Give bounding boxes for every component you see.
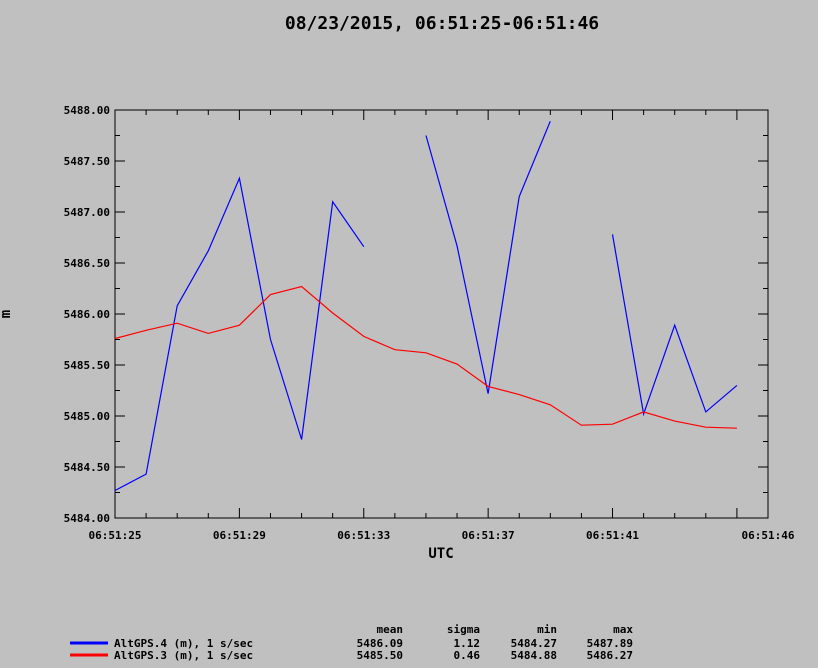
y-axis-label: m <box>0 310 14 318</box>
x-axis-label: UTC <box>428 546 453 562</box>
legend-stats-table: mean sigma min max AltGPS.4 (m), 1 s/sec 5486… <box>70 623 633 662</box>
series-line-segment <box>114 285 737 429</box>
stats-value: 5487.89 <box>587 637 633 650</box>
y-tick-label: 5484.00 <box>64 512 110 525</box>
stats-value: 5484.88 <box>511 649 557 662</box>
x-tick-label: 06:51:37 <box>462 529 515 542</box>
series-line-segment <box>425 120 551 394</box>
stats-value: 5485.50 <box>357 649 403 662</box>
series-line-segment <box>114 176 365 492</box>
y-tick-label: 5485.50 <box>64 359 110 372</box>
stats-header: min <box>537 623 557 636</box>
stats-value: 5484.27 <box>511 637 557 650</box>
stats-header: max <box>613 623 633 636</box>
series-line-segment <box>611 234 738 417</box>
y-tick-label: 5486.50 <box>64 257 110 270</box>
x-tick-label: 06:51:25 <box>89 529 142 542</box>
chart-title: 08/23/2015, 06:51:25-06:51:46 <box>285 13 599 34</box>
x-tick-label: 06:51:29 <box>213 529 266 542</box>
stats-value: 5486.27 <box>587 649 633 662</box>
axis-ticks: 5484.00 5484.50 5485.00 5485.50 5486.00 5486.… <box>64 104 795 542</box>
y-tick-label: 5488.00 <box>64 104 110 117</box>
series-0 <box>114 120 738 492</box>
plot-frame <box>114 109 769 519</box>
y-tick-label: 5486.00 <box>64 308 110 321</box>
y-tick-label: 5487.00 <box>64 206 110 219</box>
y-tick-label: 5484.50 <box>64 461 110 474</box>
stats-value: 1.12 <box>454 637 481 650</box>
series-1 <box>114 285 737 429</box>
y-tick-label: 5485.00 <box>64 410 110 423</box>
stats-value: 5486.09 <box>357 637 403 650</box>
series-lines <box>114 120 738 492</box>
stats-header: sigma <box>447 623 480 636</box>
legend-label: AltGPS.4 (m), 1 s/sec <box>114 637 253 650</box>
x-tick-label: 06:51:46 <box>742 529 795 542</box>
legend-label: AltGPS.3 (m), 1 s/sec <box>114 649 253 662</box>
x-tick-label: 06:51:33 <box>337 529 390 542</box>
stats-value: 0.46 <box>454 649 481 662</box>
y-tick-label: 5487.50 <box>64 155 110 168</box>
x-tick-label: 06:51:41 <box>586 529 639 542</box>
stats-header: mean <box>377 623 404 636</box>
